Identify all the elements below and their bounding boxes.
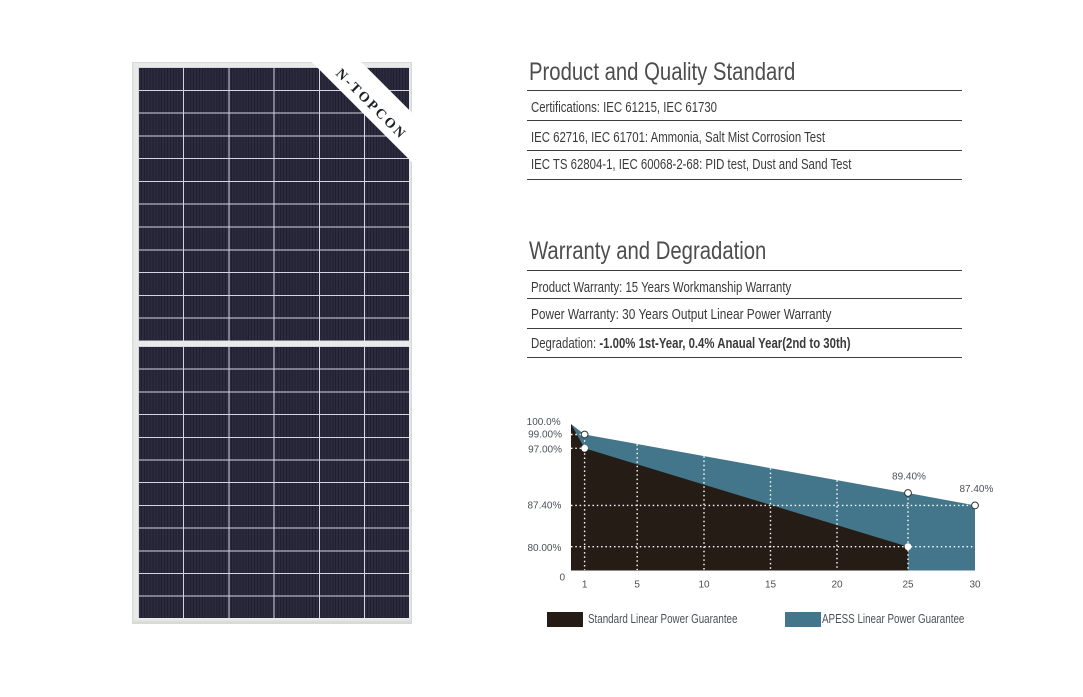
svg-text:97.00%: 97.00% — [528, 444, 562, 455]
svg-text:5: 5 — [634, 580, 640, 591]
svg-text:0: 0 — [559, 573, 565, 584]
svg-text:1: 1 — [582, 580, 588, 591]
svg-text:99.00%: 99.00% — [528, 430, 562, 441]
svg-text:89.40%: 89.40% — [892, 472, 926, 483]
svg-text:87.40%: 87.40% — [527, 501, 561, 512]
svg-text:20: 20 — [831, 580, 843, 591]
svg-text:10: 10 — [698, 580, 710, 591]
svg-text:100.0%: 100.0% — [527, 417, 561, 428]
svg-text:87.40%: 87.40% — [959, 484, 993, 495]
svg-text:25: 25 — [902, 580, 914, 591]
svg-text:15: 15 — [765, 580, 777, 591]
svg-text:80.00%: 80.00% — [527, 543, 561, 554]
svg-text:30: 30 — [969, 580, 981, 591]
